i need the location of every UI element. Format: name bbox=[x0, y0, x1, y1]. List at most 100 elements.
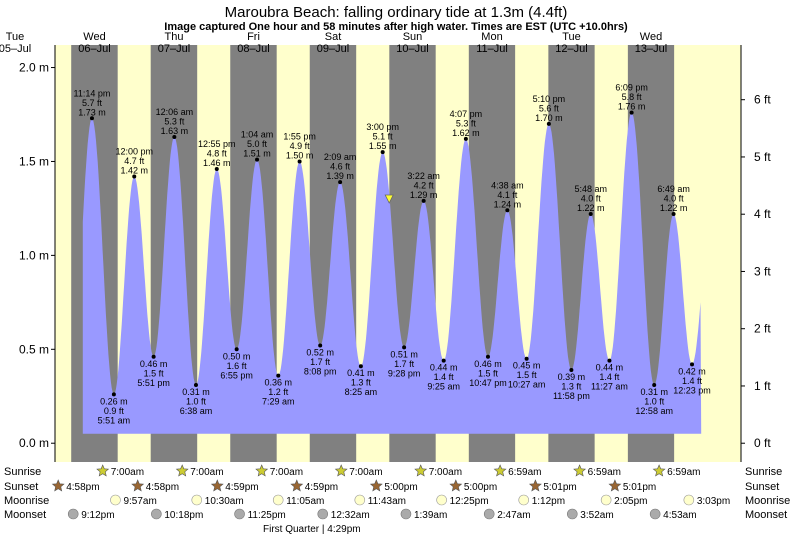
tide-height-m: 0.41 m bbox=[347, 368, 375, 378]
day-name: Fri bbox=[247, 31, 260, 43]
tide-time: 4:07 pm bbox=[450, 109, 483, 119]
moonset-icon bbox=[649, 508, 661, 520]
chart-title: Maroubra Beach: falling ordinary tide at… bbox=[225, 4, 568, 21]
day-name: Wed bbox=[640, 31, 662, 43]
tide-time: 12:23 pm bbox=[673, 385, 711, 395]
row-label-right: Sunset bbox=[745, 481, 779, 493]
left-axis-tick-label: 0.5 m bbox=[19, 342, 49, 356]
tide-height-ft: 5.3 ft bbox=[456, 118, 477, 128]
moonrise-icon bbox=[683, 494, 695, 506]
tide-height-m: 1.73 m bbox=[78, 107, 106, 117]
tide-height-ft: 1.5 ft bbox=[144, 368, 165, 378]
tide-point bbox=[441, 358, 446, 363]
right-axis-tick-label: 2 ft bbox=[754, 322, 771, 336]
tide-time: 9:28 pm bbox=[388, 368, 421, 378]
tide-point bbox=[485, 354, 490, 359]
tide-height-m: 0.44 m bbox=[430, 363, 458, 373]
right-axis-tick-label: 4 ft bbox=[754, 207, 771, 221]
sunrise-icon bbox=[96, 464, 110, 477]
tide-point bbox=[338, 180, 343, 185]
moonrise-time: 11:43am bbox=[368, 496, 406, 507]
sunrise-time: 6:59am bbox=[667, 467, 700, 478]
tide-height-m: 1.24 m bbox=[494, 199, 522, 209]
day-name: Sat bbox=[325, 31, 342, 43]
sunset-icon bbox=[51, 479, 65, 492]
left-axis-tick-label: 2.0 m bbox=[19, 61, 49, 75]
tide-point bbox=[297, 159, 302, 164]
sunrise-icon bbox=[652, 464, 666, 477]
tide-time: 5:10 pm bbox=[533, 94, 566, 104]
tide-time: 9:25 am bbox=[427, 382, 460, 392]
tide-height-ft: 4.0 ft bbox=[664, 194, 685, 204]
day-date: 06–Jul bbox=[78, 43, 110, 55]
tide-point bbox=[380, 150, 385, 155]
tide-height-m: 0.51 m bbox=[390, 349, 418, 359]
axes: 0.0 m 0.5 m 1.0 m 1.5 m 2.0 m 0 ft 1 ft 2 ft 3 f… bbox=[19, 45, 771, 462]
tide-height-m: 0.50 m bbox=[223, 351, 251, 361]
tide-time: 6:55 pm bbox=[220, 370, 253, 380]
day-date: 12–Jul bbox=[555, 43, 587, 55]
sunset-time: 4:59pm bbox=[225, 482, 258, 493]
sunrise-time: 7:00am bbox=[111, 467, 144, 478]
tide-height-ft: 4.2 ft bbox=[414, 180, 435, 190]
tide-time: 12:06 am bbox=[156, 107, 194, 117]
tide-height-m: 1.70 m bbox=[535, 113, 563, 123]
tide-time: 5:51 am bbox=[98, 415, 131, 425]
tide-time: 3:00 pm bbox=[366, 122, 399, 132]
moonset-icon bbox=[234, 508, 245, 520]
day-date: 13–Jul bbox=[635, 43, 667, 55]
tide-height-m: 0.31 m bbox=[182, 387, 210, 397]
moonset-icon bbox=[483, 508, 495, 520]
moonset-time: 10:18pm bbox=[164, 510, 203, 521]
moonrise-time: 11:05am bbox=[286, 496, 324, 507]
tide-height-m: 0.46 m bbox=[474, 359, 502, 369]
day-name: Tue bbox=[6, 31, 25, 43]
row-label-left: Moonset bbox=[4, 509, 46, 521]
tide-height-ft: 1.4 ft bbox=[682, 376, 703, 386]
tide-point bbox=[463, 136, 468, 141]
tide-height-ft: 1.3 ft bbox=[561, 381, 582, 391]
day-name: Wed bbox=[83, 31, 105, 43]
sunset-time: 5:00pm bbox=[464, 482, 497, 493]
tide-time: 6:09 pm bbox=[615, 83, 648, 93]
day-date: 08–Jul bbox=[237, 43, 269, 55]
tide-point bbox=[89, 116, 94, 121]
tide-time: 12:55 pm bbox=[198, 139, 236, 149]
tide-point bbox=[234, 347, 239, 352]
tide-point bbox=[524, 356, 529, 361]
tide-height-ft: 1.5 ft bbox=[517, 370, 538, 380]
moonrise-time: 9:57am bbox=[123, 496, 156, 507]
moonset-icon bbox=[67, 508, 79, 520]
tide-height-m: 1.55 m bbox=[369, 141, 397, 151]
sunrise-time: 7:00am bbox=[270, 467, 303, 478]
moonset-time: 9:12pm bbox=[81, 510, 114, 521]
tide-point bbox=[690, 362, 695, 367]
tide-time: 7:29 am bbox=[262, 397, 295, 407]
sunset-time: 5:00pm bbox=[384, 482, 417, 493]
sunrise-icon bbox=[334, 464, 348, 477]
moonrise-time: 1:12pm bbox=[532, 496, 565, 507]
sunrise-time: 6:59am bbox=[588, 467, 621, 478]
tide-time: 8:08 pm bbox=[304, 367, 337, 377]
tide-height-m: 0.42 m bbox=[678, 366, 706, 376]
tide-height-m: 0.52 m bbox=[306, 348, 334, 358]
right-axis-tick-label: 6 ft bbox=[754, 93, 771, 107]
day-name: Sun bbox=[403, 31, 423, 43]
sunset-time: 4:58pm bbox=[146, 482, 179, 493]
moonrise-icon bbox=[110, 494, 121, 506]
moonset-icon bbox=[317, 508, 329, 520]
day-date: 10–Jul bbox=[396, 43, 428, 55]
tide-point bbox=[193, 382, 198, 387]
tide-point bbox=[588, 212, 593, 217]
tide-time: 11:27 am bbox=[591, 382, 628, 392]
row-label-right: Sunrise bbox=[745, 466, 782, 478]
sunset-icon bbox=[210, 479, 224, 492]
moonrise-icon bbox=[272, 494, 284, 506]
moonrise-time: 12:25pm bbox=[450, 496, 489, 507]
tide-height-m: 1.63 m bbox=[161, 126, 189, 136]
tide-point bbox=[214, 166, 219, 171]
row-label-left: Sunset bbox=[4, 481, 38, 493]
tide-height-ft: 1.0 ft bbox=[644, 396, 665, 406]
tide-time: 10:27 am bbox=[508, 380, 546, 390]
